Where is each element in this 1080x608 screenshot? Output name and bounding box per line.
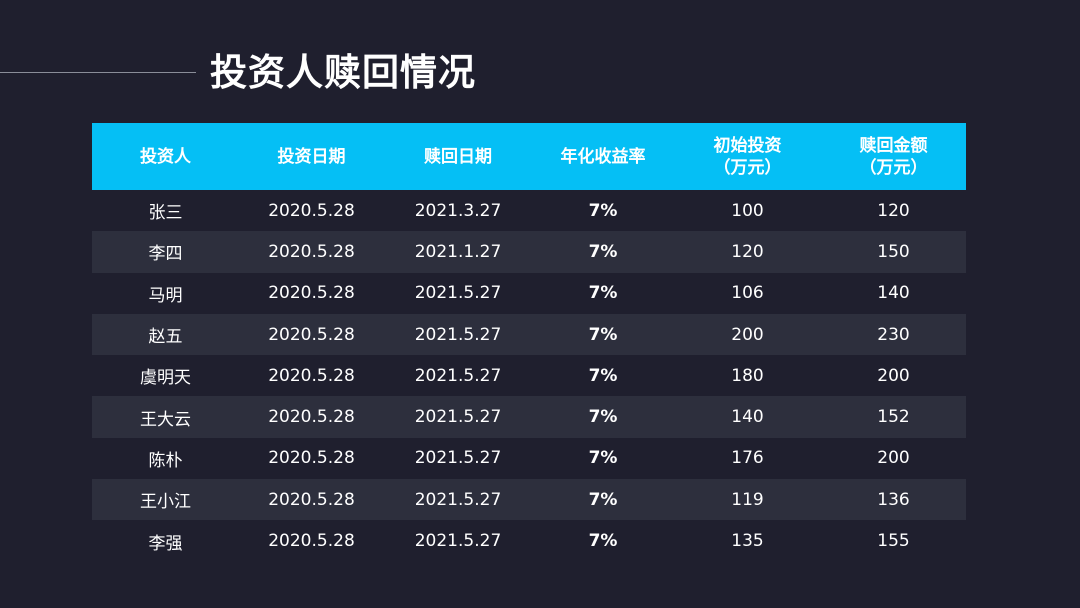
cell-redemption-amount: 155 (877, 531, 910, 552)
cell-redemption-amount: 230 (877, 324, 910, 345)
cell-redemption-date: 2021.5.27 (414, 324, 502, 345)
cell-redemption-date: 2021.5.27 (414, 365, 502, 386)
cell-redemption-date: 2021.5.27 (414, 531, 502, 552)
cell-redemption-amount: 120 (877, 200, 910, 221)
cell-redemption-date: 2021.5.27 (414, 448, 502, 469)
table-row: 赵五 2020.5.28 2021.5.27 7% 200 230 (92, 313, 966, 356)
cell-initial-investment: 176 (731, 448, 764, 469)
cell-annual-return: 7% (588, 200, 618, 221)
table-row: 虞明天 2020.5.28 2021.5.27 7% 180 200 (92, 355, 966, 396)
cell-redemption-amount: 136 (877, 489, 910, 510)
cell-investor: 李四 (148, 244, 183, 265)
cell-initial-investment: 200 (731, 324, 764, 345)
cell-investor: 王大云 (140, 409, 191, 430)
header-redemption-amount: 赎回金额 （万元） (859, 135, 928, 178)
cell-investor: 虞明天 (140, 368, 191, 389)
cell-annual-return: 7% (588, 365, 618, 386)
table-header-row: 投资人 投资日期 赎回日期 年化收益率 初始投资 （万元） 赎回金额 （万元） (92, 123, 966, 190)
cell-investor: 王小江 (140, 492, 191, 513)
page-title: 投资人赎回情况 (210, 51, 476, 94)
cell-investment-date: 2020.5.28 (268, 531, 355, 552)
header-investment-date: 投资日期 (277, 146, 346, 167)
cell-investment-date: 2020.5.28 (268, 200, 355, 221)
cell-initial-investment: 120 (731, 241, 764, 262)
cell-redemption-amount: 150 (877, 241, 910, 262)
header-initial-investment: 初始投资 （万元） (713, 135, 782, 178)
cell-investment-date: 2020.5.28 (268, 365, 355, 386)
table-row: 李四 2020.5.28 2021.1.27 7% 120 150 (92, 231, 966, 273)
table-row: 陈朴 2020.5.28 2021.5.27 7% 176 200 (92, 438, 966, 479)
cell-investment-date: 2020.5.28 (268, 489, 355, 510)
investor-redemption-table: 投资人 投资日期 赎回日期 年化收益率 初始投资 （万元） 赎回金额 （万元） … (92, 123, 966, 562)
cell-initial-investment: 106 (731, 283, 764, 304)
table-row: 王大云 2020.5.28 2021.5.27 7% 140 152 (92, 396, 966, 438)
cell-initial-investment: 140 (731, 407, 764, 428)
cell-investor: 陈朴 (148, 450, 183, 471)
cell-redemption-date: 2021.3.27 (414, 200, 502, 221)
cell-annual-return: 7% (588, 531, 618, 552)
cell-redemption-date: 2021.5.27 (414, 283, 502, 304)
cell-investment-date: 2020.5.28 (268, 448, 355, 469)
cell-initial-investment: 119 (731, 489, 764, 510)
cell-redemption-amount: 152 (877, 407, 910, 428)
cell-initial-investment: 180 (731, 365, 764, 386)
cell-investor: 李强 (148, 533, 183, 554)
cell-redemption-date: 2021.1.27 (414, 241, 502, 262)
cell-annual-return: 7% (588, 241, 618, 262)
cell-redemption-amount: 140 (877, 283, 910, 304)
cell-investment-date: 2020.5.28 (268, 241, 355, 262)
cell-investment-date: 2020.5.28 (268, 407, 355, 428)
cell-annual-return: 7% (588, 489, 618, 510)
cell-redemption-date: 2021.5.27 (414, 489, 502, 510)
table-row: 李强 2020.5.28 2021.5.27 7% 135 155 (92, 520, 966, 561)
cell-initial-investment: 135 (731, 531, 764, 552)
cell-redemption-amount: 200 (877, 365, 910, 386)
cell-initial-investment: 100 (731, 200, 764, 221)
cell-redemption-date: 2021.5.27 (414, 407, 502, 428)
header-annual-return: 年化收益率 (560, 146, 646, 167)
cell-investor: 张三 (148, 203, 183, 224)
cell-investor: 赵五 (148, 327, 183, 348)
cell-redemption-amount: 200 (877, 448, 910, 469)
cell-annual-return: 7% (588, 407, 618, 428)
table-row: 马明 2020.5.28 2021.5.27 7% 106 140 (92, 273, 966, 314)
cell-investor: 马明 (148, 285, 183, 306)
header-investor: 投资人 (140, 146, 191, 167)
title-divider-line (0, 72, 196, 73)
cell-investment-date: 2020.5.28 (268, 324, 355, 345)
cell-annual-return: 7% (588, 324, 618, 345)
header-redemption-date: 赎回日期 (424, 146, 492, 167)
table-row: 王小江 2020.5.28 2021.5.27 7% 119 136 (92, 479, 966, 521)
cell-investment-date: 2020.5.28 (268, 283, 355, 304)
cell-annual-return: 7% (588, 283, 618, 304)
cell-annual-return: 7% (588, 448, 618, 469)
table-row: 张三 2020.5.28 2021.3.27 7% 100 120 (92, 190, 966, 231)
